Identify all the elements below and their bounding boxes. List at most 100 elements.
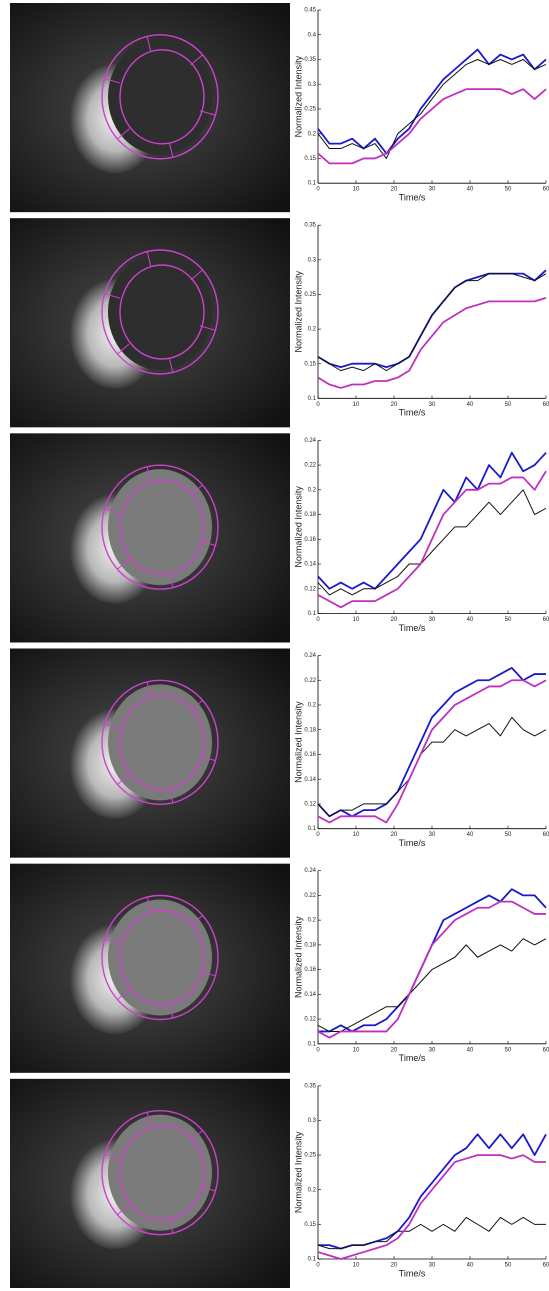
segment-divider: [104, 723, 121, 729]
x-tick-label: 0: [316, 617, 320, 623]
x-tick-label: 60: [543, 1263, 549, 1269]
segment-divider: [104, 78, 121, 84]
segment-divider: [146, 36, 152, 52]
x-tick-label: 0: [316, 187, 320, 193]
segment-divider: [146, 1112, 152, 1127]
x-tick-label: 50: [505, 187, 512, 193]
y-tick-label: 0.12: [304, 586, 316, 592]
segment-divider: [117, 128, 130, 140]
segment-divider: [199, 755, 216, 762]
y-tick-label: 0.45: [304, 8, 316, 14]
line-chart: 0.1 0.12 0.14 0.16 0.18 0.2 0.22 0.24 0 10 20 30 40 5…: [293, 868, 549, 1063]
y-tick-label: 0.15: [304, 361, 316, 367]
y-tick-label: 0.25: [304, 107, 316, 113]
epicardial-contour: [101, 679, 219, 806]
y-tick-label: 0.1: [308, 1257, 317, 1263]
y-tick-label: 0.22: [304, 893, 316, 899]
segment-divider: [199, 110, 216, 116]
segment-divider: [190, 699, 203, 711]
endocardial-contour: [119, 1124, 205, 1221]
myocardium: [108, 684, 212, 801]
x-tick-label: 40: [467, 402, 474, 408]
y-tick-label: 0.3: [308, 1118, 317, 1124]
x-tick-label: 20: [391, 187, 398, 193]
y-tick-label: 0.35: [304, 223, 316, 229]
x-tick-label: 10: [353, 617, 360, 623]
endocardial-contour: [119, 694, 205, 791]
y-tick-label: 0.35: [304, 57, 316, 63]
y-tick-label: 0.16: [304, 752, 316, 758]
mri-image: [10, 3, 290, 213]
y-tick-label: 0.3: [308, 82, 317, 88]
x-axis-label: Time/s: [399, 1268, 426, 1278]
y-tick-label: 0.1: [308, 826, 317, 832]
x-tick-label: 30: [429, 832, 436, 838]
mri-image: [10, 648, 290, 858]
x-tick-label: 20: [391, 1263, 398, 1269]
series-line: [317, 269, 547, 369]
y-tick-label: 0.15: [304, 1222, 316, 1228]
y-tick-label: 0.16: [304, 537, 316, 543]
x-tick-label: 20: [391, 402, 398, 408]
series-line: [317, 1154, 546, 1260]
x-tick-label: 0: [316, 832, 320, 838]
x-axis-label: Time/s: [399, 408, 426, 418]
segment-divider: [104, 1153, 121, 1160]
segment-divider: [146, 466, 152, 482]
x-tick-label: 10: [353, 1263, 360, 1269]
x-axis-label: Time/s: [399, 1053, 426, 1063]
y-tick-label: 0.4: [308, 32, 317, 38]
segment-divider: [190, 269, 203, 281]
y-tick-label: 0.18: [304, 512, 316, 518]
y-tick-label: 0.12: [304, 1017, 316, 1023]
x-tick-label: 10: [353, 832, 360, 838]
series-line: [317, 297, 547, 389]
x-tick-label: 30: [429, 402, 436, 408]
segment-divider: [190, 54, 203, 66]
x-tick-label: 0: [316, 1047, 320, 1053]
x-tick-label: 20: [391, 832, 398, 838]
line-chart: 0.1 0.12 0.14 0.16 0.18 0.2 0.22 0.24 0 10 20 30 40 5…: [293, 653, 549, 848]
y-tick-label: 0.24: [304, 438, 316, 444]
segment-divider: [199, 1186, 216, 1192]
mri-image: [10, 433, 290, 643]
segment-divider: [168, 572, 174, 588]
y-tick-label: 0.2: [308, 131, 317, 137]
segment-divider: [168, 1003, 174, 1019]
segment-divider: [117, 773, 130, 785]
myocardium: [108, 1114, 212, 1231]
epicardial-contour: [101, 1109, 219, 1236]
x-tick-label: 30: [429, 1263, 436, 1269]
x-tick-label: 50: [505, 617, 512, 623]
y-tick-label: 0.18: [304, 942, 316, 948]
segment-divider: [146, 251, 152, 267]
x-axis-label: Time/s: [399, 838, 426, 848]
x-tick-label: 40: [467, 617, 474, 623]
y-tick-label: 0.1: [308, 1041, 317, 1047]
x-tick-label: 60: [543, 617, 549, 623]
y-axis-label: Normalized Intensity: [293, 701, 303, 783]
segment-divider: [168, 357, 174, 373]
segment-divider: [104, 938, 121, 945]
segment-divider: [199, 970, 216, 977]
x-tick-label: 60: [543, 402, 549, 408]
y-tick-label: 0.22: [304, 678, 316, 684]
segment-divider: [199, 325, 216, 331]
endocardial-contour: [119, 49, 205, 145]
endocardial-contour: [119, 909, 205, 1006]
segment-divider: [117, 343, 130, 355]
myocardium: [108, 38, 212, 155]
series-line: [317, 273, 547, 372]
y-axis-label: Normalized Intensity: [293, 1131, 303, 1213]
x-tick-label: 10: [353, 1047, 360, 1053]
series-line: [317, 489, 547, 596]
x-tick-label: 60: [543, 832, 549, 838]
epicardial-contour: [101, 894, 219, 1021]
segment-divider: [117, 558, 130, 570]
x-tick-label: 50: [505, 402, 512, 408]
series-line: [317, 470, 547, 609]
y-tick-label: 0.2: [308, 487, 317, 493]
series-line: [318, 888, 547, 1033]
y-tick-label: 0.1: [308, 396, 317, 402]
y-tick-label: 0.22: [304, 463, 316, 469]
